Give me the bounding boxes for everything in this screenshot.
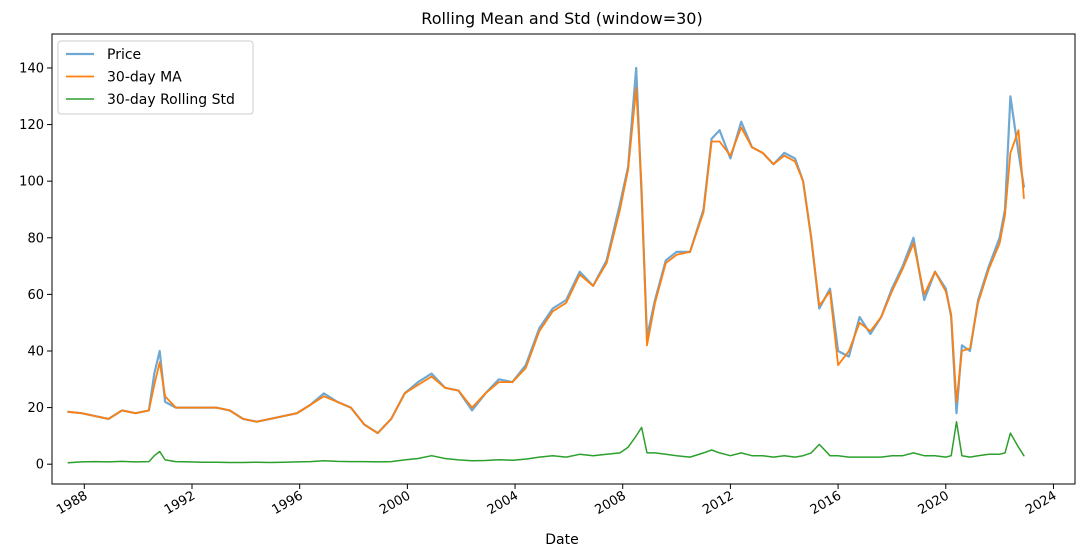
x-axis-label: Date xyxy=(545,532,578,548)
legend-box xyxy=(57,40,254,115)
y-axis: 0 20 40 60 80 100 120 140 xyxy=(19,61,52,473)
legend-entry: 30-day MA xyxy=(107,70,182,86)
chart-title: Rolling Mean and Std (window=30) xyxy=(421,9,702,28)
y-tick-label: 40 xyxy=(27,344,44,359)
series-line-3 xyxy=(67,420,1025,464)
legend: Price 30-day MA 30-day Rolling Std xyxy=(57,40,254,115)
plot-area xyxy=(67,66,1026,464)
y-tick-label: 120 xyxy=(19,118,44,133)
y-tick-label: 140 xyxy=(19,61,44,76)
y-tick-label: 20 xyxy=(27,401,44,416)
y-tick-label: 0 xyxy=(36,458,44,473)
legend-entry: 30-day Rolling Std xyxy=(107,92,235,108)
axes-frame xyxy=(51,33,1076,485)
series-line-2 xyxy=(67,86,1025,435)
y-tick-label: 100 xyxy=(19,175,44,190)
y-tick-label: 60 xyxy=(27,288,44,303)
y-tick-label: 80 xyxy=(27,231,44,246)
legend-entry: Price xyxy=(107,47,141,63)
